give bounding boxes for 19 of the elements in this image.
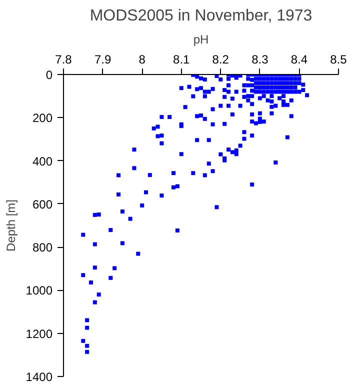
y-tick-label: 1000 (26, 284, 53, 298)
y-tick-label: 600 (32, 197, 53, 212)
y-tick-label: 800 (32, 240, 53, 255)
x-tick-label: 7.9 (94, 52, 112, 66)
x-axis-title: pH (193, 32, 209, 46)
y-tick-label: 200 (32, 111, 53, 126)
x-tick-label: 8.2 (212, 52, 230, 66)
x-tick-label: 8.4 (290, 52, 308, 66)
x-tick-label: 7.8 (55, 52, 72, 66)
x-tick-label: 8.3 (252, 52, 269, 66)
x-tick-label: 8.5 (330, 52, 348, 66)
y-axis-title: Depth [m] (4, 199, 18, 252)
y-tick-label: 1400 (26, 370, 53, 384)
y-tick-label: 400 (32, 154, 53, 168)
chart-title: MODS2005 in November, 1973 (90, 8, 312, 24)
y-tick-label: 1200 (26, 326, 53, 341)
x-tick-label: 8.1 (173, 52, 190, 66)
y-tick-label: 0 (46, 68, 53, 82)
x-tick-label: 8 (138, 52, 146, 66)
